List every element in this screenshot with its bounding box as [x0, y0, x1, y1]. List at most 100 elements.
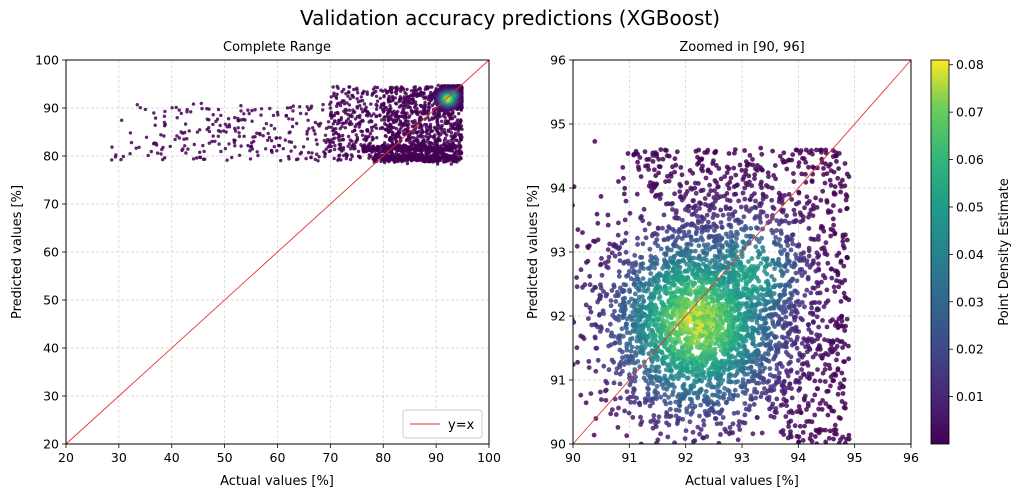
scatter-point — [391, 98, 395, 102]
scatter-point — [374, 89, 378, 94]
scatter-point — [390, 87, 394, 92]
scatter-point — [267, 135, 272, 140]
scatter-point — [328, 148, 333, 153]
scatter-point — [440, 119, 444, 124]
scatter-point — [161, 157, 165, 162]
scatter-point — [404, 122, 408, 126]
scatter-point — [289, 140, 294, 144]
scatter-point — [350, 122, 354, 126]
scatter-point — [239, 144, 243, 148]
scatter-point — [347, 85, 352, 89]
scatter-point — [239, 118, 243, 122]
scatter-point — [219, 149, 223, 154]
scatter-point — [255, 150, 259, 154]
scatter-point — [433, 133, 437, 137]
scatter-point — [329, 95, 333, 99]
scatter-point — [408, 130, 413, 134]
scatter-point — [227, 125, 232, 129]
scatter-point — [437, 126, 441, 131]
scatter-point — [405, 153, 409, 157]
scatter-point — [309, 155, 313, 160]
scatter-point — [417, 129, 421, 134]
scatter-point — [225, 158, 229, 162]
scatter-point — [443, 112, 447, 116]
scatter-point — [423, 103, 428, 108]
scatter-point — [351, 142, 356, 147]
scatter-point — [449, 154, 454, 158]
scatter-point — [256, 153, 260, 158]
scatter-point — [335, 92, 339, 97]
scatter-point — [233, 126, 237, 131]
scatter-point — [226, 117, 231, 121]
scatter-point — [437, 123, 441, 128]
scatter-point — [429, 140, 433, 145]
scatter-point — [306, 150, 311, 155]
scatter-point — [354, 133, 358, 137]
scatter-point — [207, 126, 211, 130]
scatter-point — [355, 104, 359, 109]
scatter-point — [313, 157, 317, 162]
scatter-point — [305, 137, 310, 141]
scatter-point — [440, 130, 444, 134]
scatter-point — [328, 106, 333, 110]
scatter-point — [310, 151, 314, 155]
scatter-point — [298, 105, 302, 109]
scatter-point — [457, 149, 461, 153]
scatter-point — [216, 107, 221, 112]
scatter-point — [331, 122, 335, 126]
scatter-point — [432, 125, 437, 130]
scatter-point — [333, 144, 337, 148]
scatter-point — [435, 146, 439, 150]
scatter-point — [374, 126, 379, 130]
scatter-point — [236, 118, 240, 123]
scatter-point — [191, 157, 196, 161]
scatter-point — [345, 153, 350, 157]
scatter-point — [411, 131, 415, 135]
scatter-point — [413, 85, 417, 89]
scatter-point — [329, 144, 333, 149]
scatter-point — [291, 104, 295, 108]
scatter-point — [414, 103, 418, 107]
scatter-point — [365, 128, 370, 132]
scatter-point — [179, 111, 183, 116]
scatter-point — [135, 103, 139, 107]
scatter-point — [379, 159, 383, 164]
scatter-point — [162, 124, 167, 128]
scatter-point — [412, 142, 417, 147]
scatter-point — [424, 123, 429, 127]
scatter-point — [218, 123, 222, 128]
scatter-point — [343, 126, 347, 130]
scatter-point — [369, 154, 373, 158]
scatter-point — [181, 147, 185, 151]
scatter-point — [408, 105, 412, 110]
scatter-point — [323, 151, 327, 155]
scatter-point — [360, 98, 365, 103]
scatter-point — [326, 120, 331, 124]
scatter-point — [382, 101, 386, 106]
scatter-point — [110, 158, 114, 162]
scatter-point — [459, 118, 463, 122]
scatter-point — [353, 128, 357, 133]
scatter-point — [404, 92, 408, 96]
scatter-point — [358, 122, 362, 127]
scatter-point — [384, 105, 388, 110]
scatter-point — [418, 115, 422, 119]
scatter-point — [455, 138, 459, 142]
scatter-point — [448, 142, 452, 146]
scatter-point — [198, 128, 202, 132]
scatter-point — [288, 130, 292, 134]
scatter-point — [383, 141, 387, 145]
scatter-point — [353, 110, 357, 114]
scatter-point — [286, 154, 291, 159]
scatter-point — [311, 126, 315, 130]
scatter-point — [340, 124, 344, 129]
scatter-point — [443, 119, 448, 123]
scatter-point — [293, 145, 297, 149]
scatter-point — [250, 141, 254, 145]
scatter-point — [305, 105, 309, 109]
scatter-point — [198, 155, 202, 159]
scatter-point — [291, 109, 295, 113]
scatter-point — [413, 119, 417, 123]
scatter-point — [227, 142, 231, 146]
scatter-point — [331, 85, 335, 89]
